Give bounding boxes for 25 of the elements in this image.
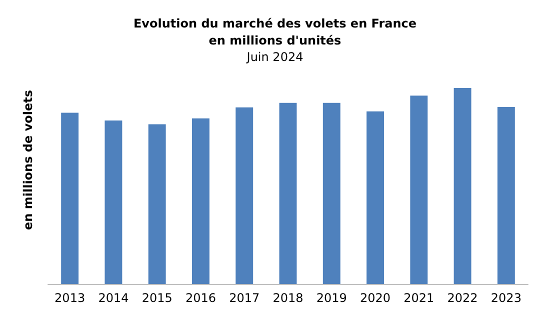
chart-subtitle: Juin 2024	[246, 50, 304, 64]
x-tick-label: 2016	[185, 291, 216, 305]
x-tick-label: 2013	[54, 291, 86, 305]
x-tick-label: 2023	[490, 291, 522, 305]
chart-title: Evolution du marché des volets en France en millions d'unités	[133, 16, 417, 48]
bar	[366, 111, 384, 284]
bar	[497, 107, 515, 284]
bar	[322, 102, 340, 284]
x-tick-label: 2021	[404, 291, 434, 305]
x-tick-label: 2019	[316, 291, 347, 305]
x-tick-label: 2017	[229, 291, 260, 305]
x-tick-label: 2018	[272, 291, 304, 305]
x-tick-label: 2022	[447, 291, 478, 305]
bar	[279, 102, 297, 284]
x-tick-label: 2014	[98, 291, 129, 305]
x-tick-label: 2020	[360, 291, 391, 305]
bar	[148, 124, 166, 284]
y-axis-title: en millions de volets	[21, 90, 35, 230]
x-tick-label: 2015	[142, 291, 172, 305]
bar	[104, 120, 122, 284]
bar	[236, 107, 254, 284]
bar	[410, 96, 428, 284]
bar	[454, 88, 472, 284]
bar	[61, 112, 79, 284]
bar	[192, 118, 210, 284]
